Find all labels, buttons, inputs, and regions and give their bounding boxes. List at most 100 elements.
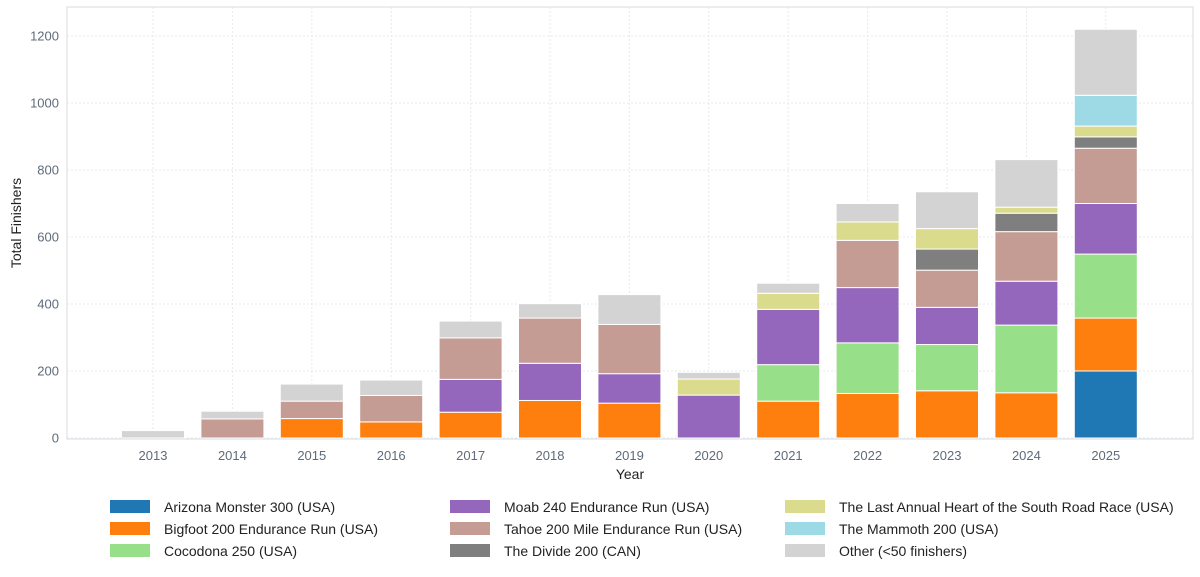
legend-label: Other (<50 finishers): [839, 542, 967, 559]
bar-segment: [200, 418, 265, 439]
legend-item: Tahoe 200 Mile Endurance Run (USA): [450, 519, 785, 538]
bar-segment: [835, 342, 900, 394]
bar-segment: [915, 390, 979, 439]
y-tick-label: 0: [52, 431, 59, 446]
bar-segment: [200, 410, 265, 420]
bar-segment: [835, 392, 900, 439]
x-tick-label: 2015: [297, 448, 326, 463]
bar-segment: [994, 159, 1059, 208]
bar-segment: [279, 383, 344, 402]
bar-segment: [915, 269, 979, 308]
x-tick-label: 2017: [456, 448, 485, 463]
bar-segment: [438, 337, 503, 380]
bar-segment: [915, 191, 979, 230]
legend-item: Bigfoot 200 Endurance Run (USA): [110, 519, 450, 538]
bar-segment: [835, 203, 900, 223]
bars: [121, 28, 1138, 439]
legend-swatch: [110, 544, 150, 557]
bar-segment: [1073, 203, 1138, 255]
legend-label: Cocodona 250 (USA): [164, 542, 298, 559]
bar-segment: [915, 344, 979, 392]
legend-swatch: [450, 500, 490, 513]
bar-segment: [756, 282, 821, 294]
bar-segment: [1073, 136, 1138, 149]
bar-segment: [915, 228, 979, 250]
x-tick-label: 2013: [139, 448, 168, 463]
legend-item: The Last Annual Heart of the South Road …: [785, 497, 1185, 516]
bar-segment: [994, 324, 1059, 394]
legend-label: Tahoe 200 Mile Endurance Run (USA): [504, 520, 743, 537]
legend-swatch: [785, 500, 825, 513]
x-tick-label: 2023: [933, 448, 962, 463]
bar-segment: [279, 418, 344, 439]
legend-item: Cocodona 250 (USA): [110, 541, 450, 560]
bar-segment: [1073, 317, 1138, 372]
bar-segment: [518, 317, 582, 364]
bar-segment: [994, 231, 1059, 282]
x-tick-label: 2019: [615, 448, 644, 463]
bar-segment: [1073, 370, 1138, 439]
legend: Arizona Monster 300 (USA) Moab 240 Endura…: [110, 497, 1174, 560]
x-tick-label: 2020: [694, 448, 723, 463]
legend-item: Other (<50 finishers): [785, 541, 1185, 560]
bar-segment: [359, 379, 424, 396]
legend-label: The Mammoth 200 (USA): [839, 520, 999, 537]
bar-segment: [518, 399, 582, 439]
x-tick-label: 2018: [536, 448, 565, 463]
x-tick-label: 2022: [853, 448, 882, 463]
legend-label: Moab 240 Endurance Run (USA): [504, 498, 710, 515]
y-tick-label: 400: [37, 297, 59, 312]
legend-swatch: [110, 500, 150, 513]
legend-swatch: [110, 522, 150, 535]
legend-item: Arizona Monster 300 (USA): [110, 497, 450, 516]
bar-segment: [994, 280, 1059, 326]
bar-segment: [835, 287, 900, 344]
legend-label: The Divide 200 (CAN): [504, 542, 641, 559]
legend-item: The Mammoth 200 (USA): [785, 519, 1185, 538]
bar-segment: [756, 364, 821, 402]
bar-segment: [597, 294, 662, 325]
bar-segment: [835, 239, 900, 289]
bar-segment: [756, 292, 821, 310]
bar-segment: [518, 303, 582, 319]
axes: [66, 6, 1194, 440]
x-tick-label: 2021: [774, 448, 803, 463]
legend-swatch: [785, 544, 825, 557]
bar-segment: [1073, 28, 1138, 96]
legend-label: Bigfoot 200 Endurance Run (USA): [164, 520, 379, 537]
bar-segment: [359, 394, 424, 423]
y-tick-label: 600: [37, 230, 59, 245]
bar-segment: [1073, 94, 1138, 127]
bar-segment: [597, 373, 662, 404]
legend-item: The Divide 200 (CAN): [450, 541, 785, 560]
x-tick-label: 2014: [218, 448, 247, 463]
bar-segment: [279, 400, 344, 420]
bar-segment: [1073, 125, 1138, 138]
bar-segment: [915, 306, 979, 346]
bar-segment: [676, 378, 741, 396]
bar-segment: [438, 320, 503, 339]
x-tick-label: 2025: [1091, 448, 1120, 463]
legend-label: Arizona Monster 300 (USA): [164, 498, 336, 515]
bar-segment: [994, 212, 1059, 233]
plot-frame: [66, 6, 1194, 440]
legend-swatch: [450, 522, 490, 535]
y-tick-label: 1200: [30, 29, 59, 44]
bar-segment: [597, 323, 662, 375]
y-tick-label: 800: [37, 163, 59, 178]
legend-swatch: [450, 544, 490, 557]
y-tick-label: 200: [37, 364, 59, 379]
bar-segment: [835, 221, 900, 241]
stacked-bar-chart: 0 200 400 600 800 1000 1200 2013 2014 2015 2016 201…: [8, 6, 1194, 482]
legend-item: Moab 240 Endurance Run (USA): [450, 497, 785, 516]
bar-segment: [438, 411, 503, 439]
bar-segment: [756, 400, 821, 439]
x-tick-label: 2016: [377, 448, 406, 463]
bar-segment: [756, 308, 821, 366]
bar-segment: [676, 394, 741, 439]
bar-segment: [1073, 147, 1138, 205]
bar-segment: [676, 371, 741, 380]
legend-swatch: [785, 522, 825, 535]
x-axis-title: Year: [616, 466, 645, 482]
legend-label: The Last Annual Heart of the South Road …: [839, 498, 1174, 515]
